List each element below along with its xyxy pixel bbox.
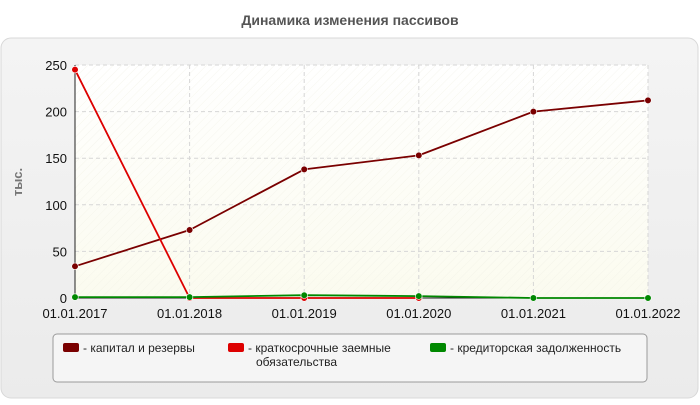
y-tick-label: 0 (60, 291, 67, 306)
x-tick-label: 01.01.2018 (157, 306, 222, 321)
x-tick-label: 01.01.2017 (42, 306, 107, 321)
data-point (529, 294, 538, 302)
y-tick-label: 200 (45, 105, 67, 120)
data-point (415, 292, 423, 300)
y-tick-label: 250 (45, 58, 67, 73)
data-point (529, 107, 538, 116)
x-tick-label: 01.01.2019 (272, 306, 337, 321)
legend-item: - капитал и резервы (63, 341, 195, 355)
data-point (300, 291, 308, 299)
legend-swatch (63, 343, 79, 352)
data-point (71, 66, 79, 74)
plot-area-hatch (75, 65, 648, 298)
data-point (186, 293, 194, 301)
series-line (74, 99, 649, 268)
y-tick-label: 150 (45, 151, 67, 166)
legend-label: - капитал и резервы (83, 341, 195, 355)
data-point (300, 165, 308, 173)
legend-label: - краткосрочные заемные (248, 341, 391, 355)
data-point (644, 96, 652, 105)
legend-swatch (228, 343, 244, 352)
y-tick-label: 100 (45, 198, 67, 213)
legend-box (52, 333, 648, 383)
legend: - капитал и резервы - краткосрочные заемн… (63, 341, 621, 369)
series (71, 66, 652, 302)
y-tick-label: 50 (53, 244, 67, 259)
data-point (186, 226, 194, 234)
chart-title: Динамика изменения пассивов (241, 12, 459, 28)
data-point (71, 293, 79, 301)
series-group (71, 96, 652, 270)
x-tick-label: 01.01.2022 (615, 306, 680, 321)
legend-label: обязательства (256, 355, 337, 369)
y-axis-label: тыс. (10, 168, 25, 196)
legend-label: - кредиторская задолженность (450, 341, 621, 355)
series-group (71, 291, 652, 302)
legend-item: - кредиторская задолженность (430, 341, 621, 355)
legend-swatch (430, 343, 446, 352)
x-tick-label: 01.01.2020 (386, 306, 451, 321)
x-tick-label: 01.01.2021 (501, 306, 566, 321)
axes: 0 50 100 150 200 250 01.01.2017 01.01.2018 01.01… (42, 58, 680, 321)
data-point (415, 151, 423, 160)
data-point (71, 262, 79, 270)
series-line (74, 69, 419, 299)
data-point (644, 294, 652, 302)
series-line (75, 294, 648, 299)
